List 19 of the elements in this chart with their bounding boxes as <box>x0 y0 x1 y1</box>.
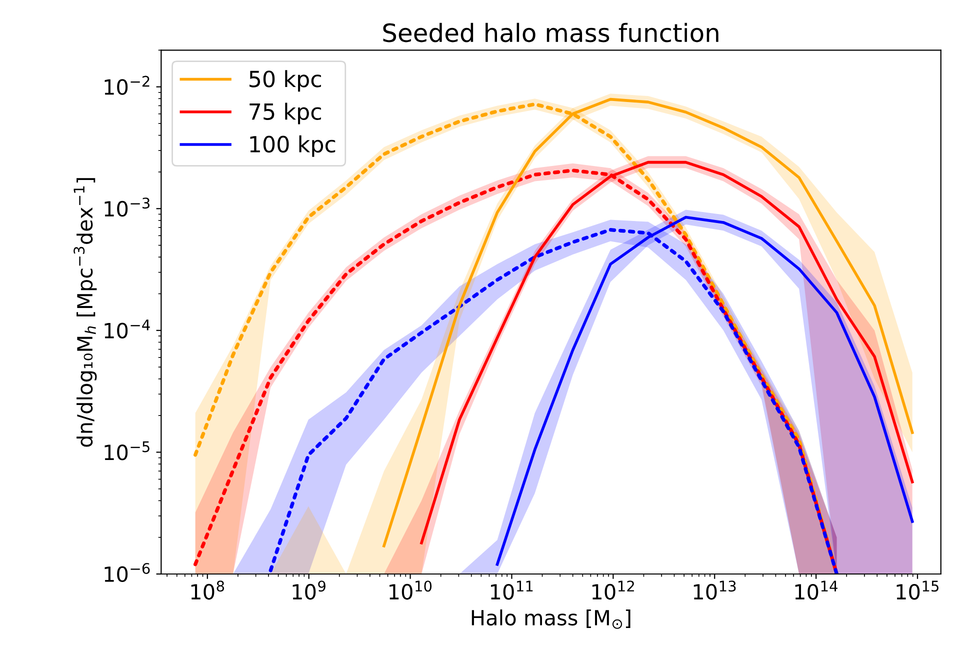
legend-label: 75 kpc <box>250 102 321 124</box>
legend-label: 100 kpc <box>250 135 336 157</box>
legend-label: 50 kpc <box>250 70 321 92</box>
x-tick-label: 10$^{14}$ <box>795 580 838 600</box>
x-tick-label: 10$^{13}$ <box>694 580 736 600</box>
y-tick-label: 10$^{−6}$ <box>104 562 150 582</box>
x-tick-label: 10$^{9}$ <box>292 580 326 600</box>
y-tick-label: 10$^{−2}$ <box>104 76 150 95</box>
chart-title: Seeded halo mass function <box>383 22 718 42</box>
x-tick-label: 10$^{10}$ <box>390 580 432 600</box>
y-tick-label: 10$^{−3}$ <box>104 198 150 217</box>
y-tick-label: 10$^{−5}$ <box>104 441 150 460</box>
x-tick-label: 10$^{15}$ <box>896 580 938 600</box>
x-tick-label: 10$^{8}$ <box>191 580 224 600</box>
y-tick-label: 10$^{−4}$ <box>104 320 150 338</box>
x-tick-label: 10$^{12}$ <box>592 580 634 600</box>
x-axis-title: Halo mass [M$_{⊙}$] <box>472 609 630 629</box>
y-axis-title: dn/dlog₁₀M$_{h}$ [Mpc$^{−3}$dex$^{−1}$] <box>74 178 97 447</box>
x-tick-label: 10$^{11}$ <box>491 580 533 600</box>
